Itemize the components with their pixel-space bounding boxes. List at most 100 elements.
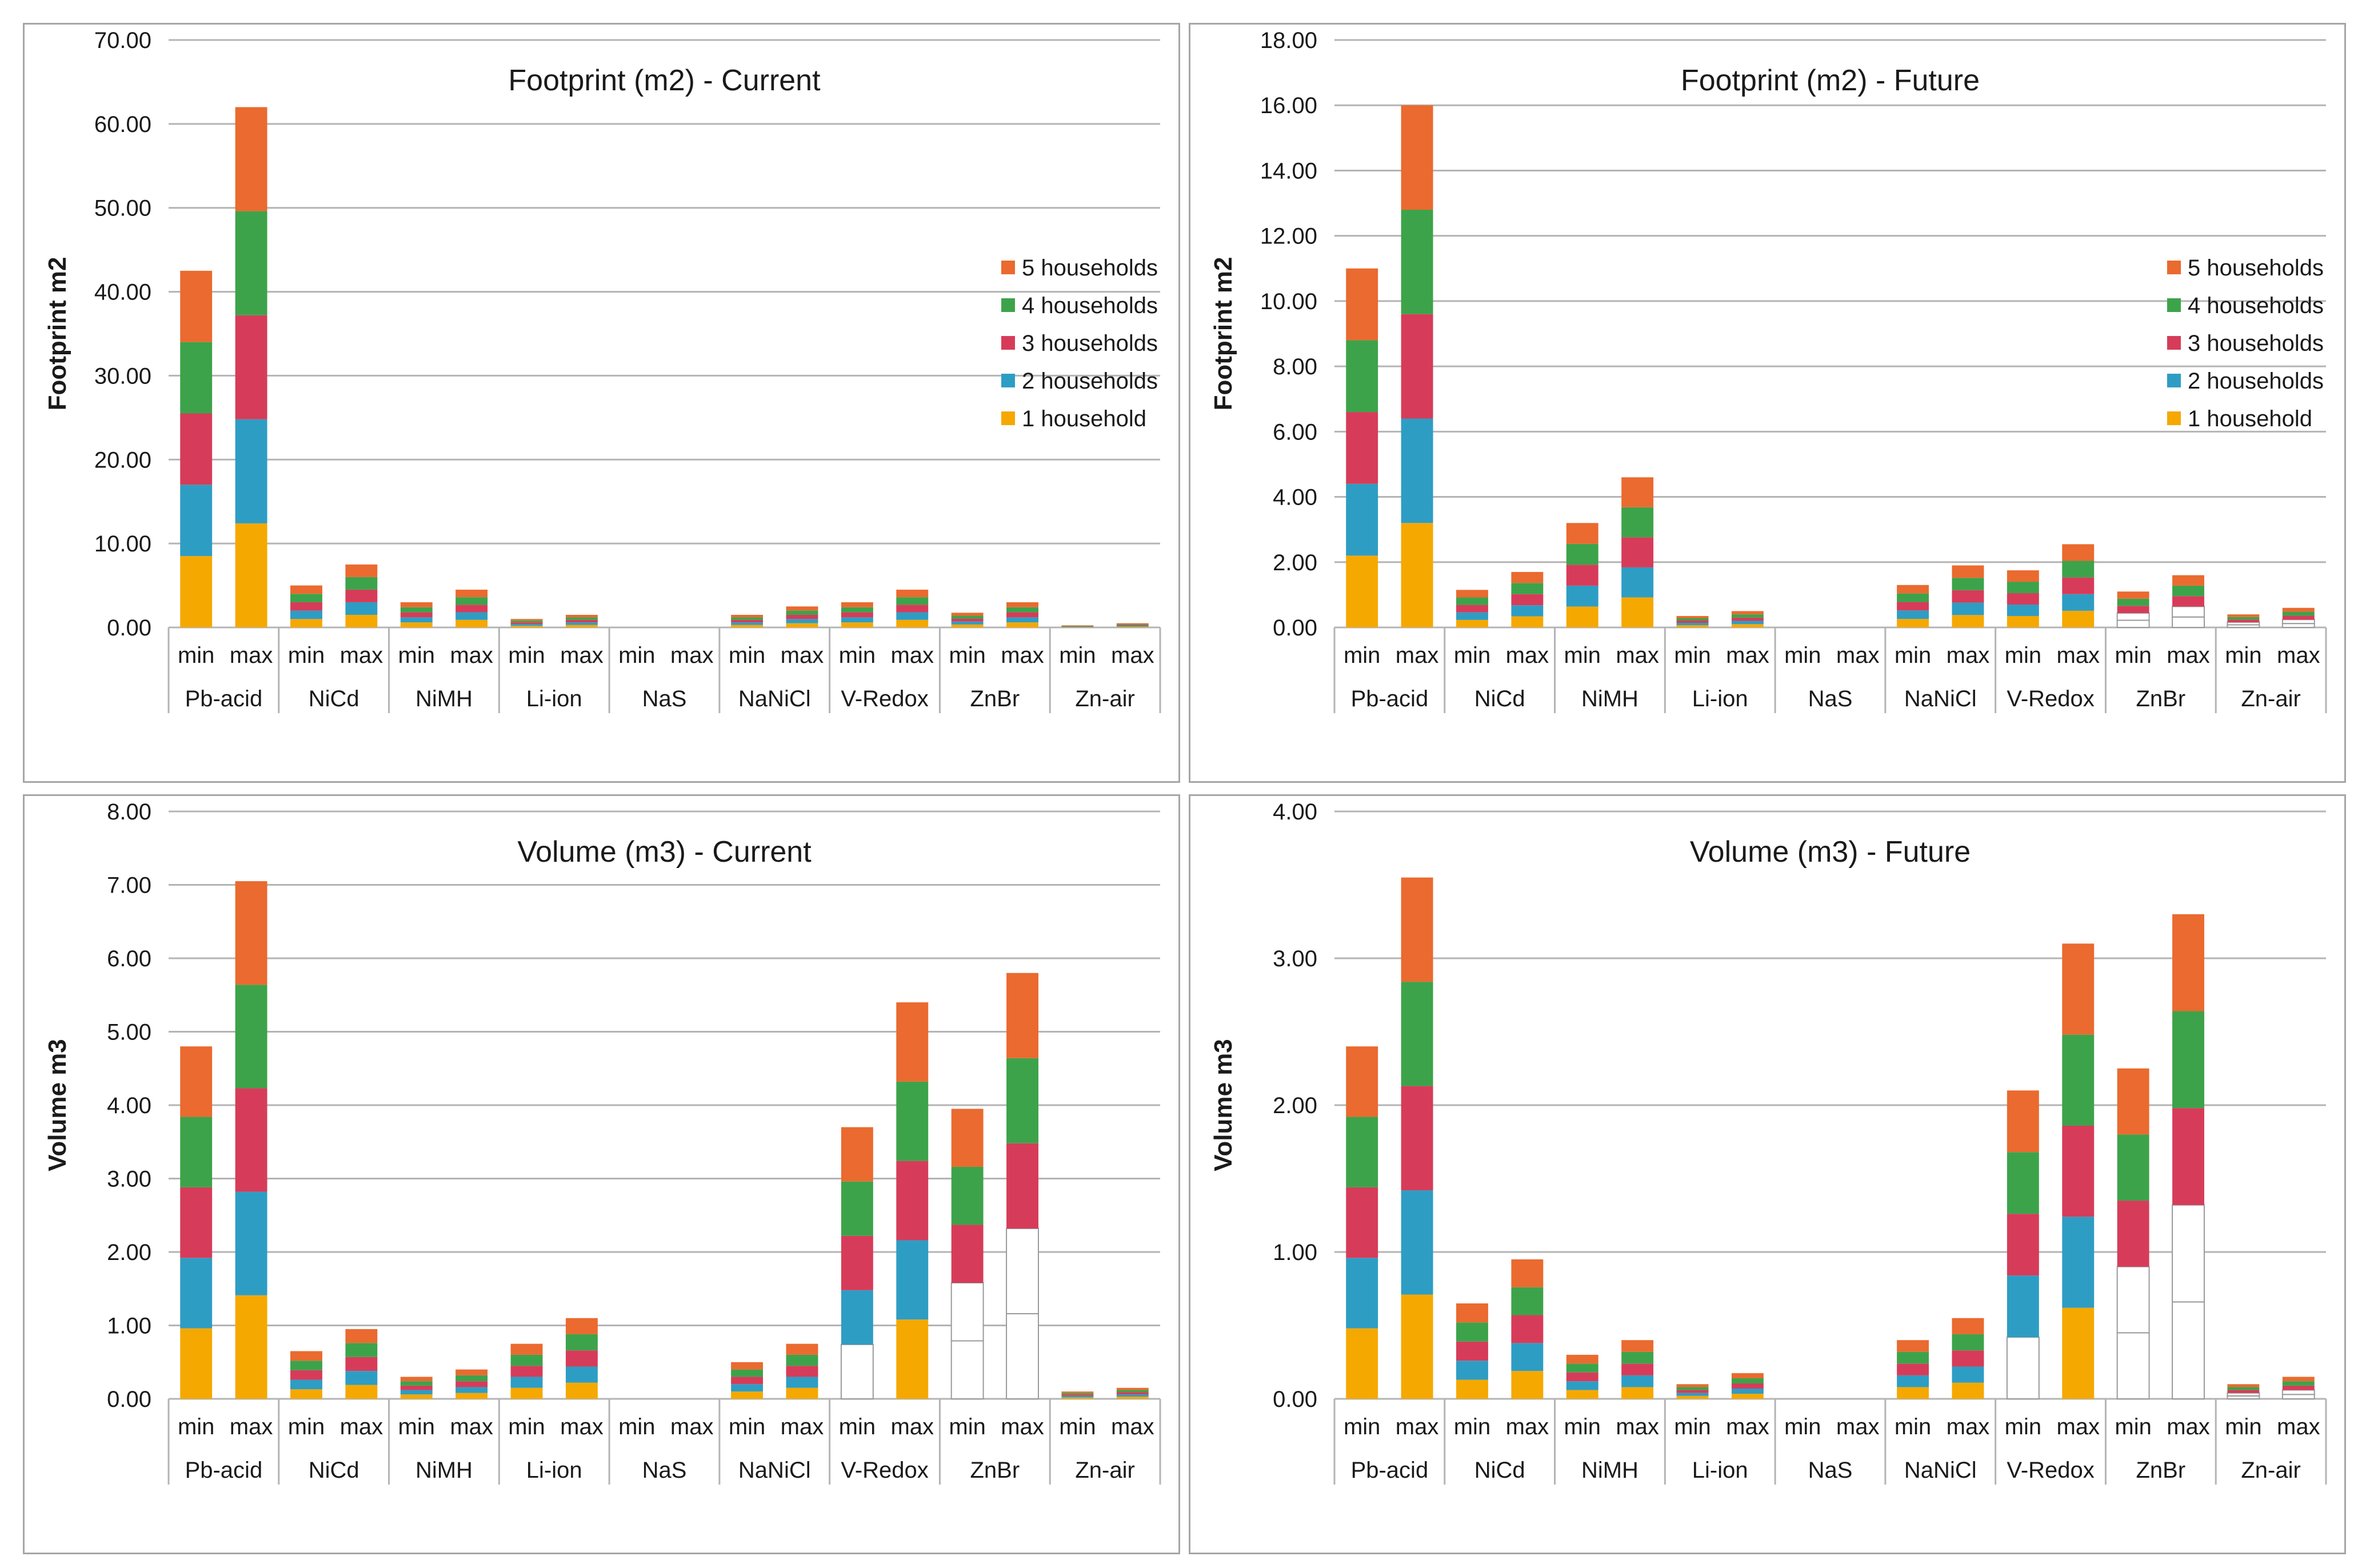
x-group-label: NaNiCl xyxy=(738,686,811,711)
bar-nanicl-min-3-households xyxy=(1897,602,1929,611)
x-group-label: Li-ion xyxy=(1692,1458,1748,1483)
x-subcategory-label: min xyxy=(1784,1414,1821,1439)
legend-swatch-1-household xyxy=(1001,411,1015,425)
y-axis-label: Footprint m2 xyxy=(43,257,71,411)
bar-pb-acid-min-4-households xyxy=(180,342,213,414)
x-subcategory-label: min xyxy=(1895,1414,1931,1439)
x-group-label: NaNiCl xyxy=(1904,1458,1977,1483)
bar-nanicl-max-3-households xyxy=(786,614,818,619)
bar-pb-acid-max-3-households xyxy=(235,1088,267,1192)
x-subcategory-label: max xyxy=(890,643,934,668)
chart-title: Volume (m3) - Current xyxy=(517,835,812,869)
y-tick-label: 4.00 xyxy=(107,1093,151,1118)
bar-znbr-min-1-household xyxy=(951,624,984,627)
y-tick-label: 0.00 xyxy=(107,1387,151,1412)
bar-v-redox-max-5-households xyxy=(2062,544,2095,561)
bar-nicd-max-5-households xyxy=(345,1329,378,1343)
bar-nicd-max-5-households xyxy=(1511,571,1544,583)
bar-pb-acid-max-1-household xyxy=(235,1295,267,1399)
x-subcategory-label: min xyxy=(1454,1414,1490,1439)
bar-li-ion-min-2-households xyxy=(1676,1393,1709,1396)
x-subcategory-label: min xyxy=(1059,643,1096,668)
y-tick-label: 10.00 xyxy=(94,531,151,557)
x-group-label: ZnBr xyxy=(2136,686,2185,711)
bar-zn-air-min-5-households xyxy=(1061,625,1094,626)
y-tick-label: 2.00 xyxy=(1273,1093,1317,1118)
bar-v-redox-max-1-household xyxy=(2062,610,2095,627)
bar-znbr-min-5-households xyxy=(951,613,984,616)
bar-nanicl-max-2-households xyxy=(786,1377,818,1388)
bar-v-redox-min-2-households xyxy=(841,617,873,623)
bar-li-ion-min-1-household xyxy=(1676,625,1709,627)
bar-nanicl-max-2-households xyxy=(1952,1366,1984,1383)
y-tick-label: 7.00 xyxy=(107,873,151,898)
x-subcategory-label: max xyxy=(781,643,824,668)
bar-zn-air-min-4-households xyxy=(2227,617,2260,620)
bar-nimh-min-1-household xyxy=(1566,606,1598,627)
bar-nicd-max-4-households xyxy=(1511,583,1544,594)
bar-zn-air-max-4-households xyxy=(2282,1381,2315,1386)
x-subcategory-label: max xyxy=(1111,643,1154,668)
bar-znbr-min-4-households xyxy=(951,1166,984,1225)
bar-znbr-min-2-households xyxy=(951,621,984,625)
bar-nimh-max-5-households xyxy=(1621,1340,1654,1352)
bar-nicd-max-5-households xyxy=(1511,1259,1544,1287)
chart-frame xyxy=(23,794,1180,1554)
bar-nimh-min-3-households xyxy=(1566,565,1598,586)
bar-v-redox-min-4-households xyxy=(841,1181,873,1236)
bar-pb-acid-max-3-households xyxy=(1401,1086,1433,1191)
x-subcategory-label: max xyxy=(781,1414,824,1439)
bar-znbr-max-1-household xyxy=(1006,1313,1039,1399)
bar-nicd-max-4-households xyxy=(345,1343,378,1357)
bar-zn-air-min-1-household xyxy=(1061,1397,1094,1399)
x-group-label: NiCd xyxy=(1474,1458,1525,1483)
x-subcategory-label: max xyxy=(2277,643,2320,668)
bar-zn-air-max-2-households xyxy=(2281,1389,2315,1395)
chart-footprint-current-svg: 0.00 10.00 20.00 30.00 40.00 50.00 60.00 70.00 F… xyxy=(23,23,1180,783)
y-tick-label: 60.00 xyxy=(94,112,151,137)
bar-nicd-min-5-households xyxy=(290,1351,322,1361)
bar-pb-acid-min-3-households xyxy=(1346,412,1378,484)
bar-v-redox-min-1-household xyxy=(841,622,873,627)
bar-nimh-max-1-household xyxy=(1621,1387,1654,1399)
x-subcategory-label: max xyxy=(2167,643,2210,668)
bar-v-redox-min-1-household xyxy=(840,1343,874,1399)
bar-zn-air-min-4-households xyxy=(2227,1387,2260,1390)
bar-li-ion-min-5-households xyxy=(510,1343,543,1355)
bar-nanicl-min-3-households xyxy=(731,619,764,623)
y-axis-label: Footprint m2 xyxy=(1209,257,1237,411)
bar-nicd-max-1-household xyxy=(345,614,378,627)
bar-nanicl-min-4-households xyxy=(1897,1351,1929,1364)
y-tick-label: 4.00 xyxy=(1273,799,1317,825)
bar-nimh-max-5-households xyxy=(1621,477,1654,507)
x-subcategory-label: max xyxy=(670,1414,714,1439)
bar-li-ion-min-2-households xyxy=(1676,623,1709,626)
bar-zn-air-max-1-household xyxy=(1116,1397,1149,1399)
bar-nanicl-min-1-household xyxy=(1897,619,1929,627)
bar-nicd-min-3-households xyxy=(1456,605,1488,613)
bar-pb-acid-min-2-households xyxy=(180,1258,213,1329)
bar-znbr-max-3-households xyxy=(2172,596,2204,607)
bar-nanicl-min-5-households xyxy=(1897,1340,1929,1352)
bar-nimh-min-4-households xyxy=(400,1381,433,1386)
bar-nanicl-max-3-households xyxy=(1952,590,1984,603)
bar-nimh-min-1-household xyxy=(1566,1390,1598,1399)
bar-nicd-max-3-households xyxy=(345,1357,378,1371)
bar-nimh-min-4-households xyxy=(1566,543,1598,565)
bar-nimh-max-4-households xyxy=(455,597,488,605)
bar-li-ion-min-3-households xyxy=(510,622,543,625)
x-subcategory-label: min xyxy=(1564,1414,1601,1439)
x-subcategory-label: min xyxy=(729,1414,765,1439)
chart-footprint-current: 0.00 10.00 20.00 30.00 40.00 50.00 60.00 70.00 F… xyxy=(23,23,1180,783)
bar-pb-acid-min-1-household xyxy=(1346,555,1378,627)
x-group-label: ZnBr xyxy=(2136,1458,2185,1483)
y-tick-label: 30.00 xyxy=(94,363,151,389)
x-group-label: Zn-air xyxy=(2241,686,2300,711)
bar-znbr-max-5-households xyxy=(1006,973,1038,1058)
bar-nimh-min-2-households xyxy=(400,617,433,623)
bar-pb-acid-min-3-households xyxy=(180,413,213,485)
bar-znbr-max-2-households xyxy=(1006,1227,1039,1314)
bar-nicd-max-1-household xyxy=(1511,1371,1544,1399)
bar-v-redox-min-4-households xyxy=(2007,1152,2039,1214)
bar-nanicl-min-2-households xyxy=(731,1384,764,1392)
